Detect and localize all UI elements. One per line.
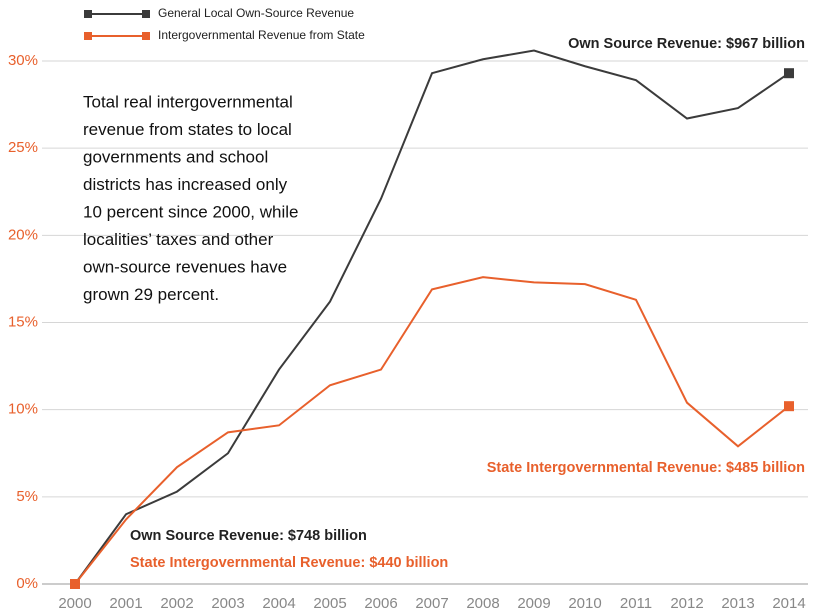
note-line: 10 percent since 2000, while xyxy=(83,202,298,221)
legend-marker xyxy=(142,32,150,40)
x-tick-label: 2004 xyxy=(262,595,295,612)
note-line: governments and school xyxy=(83,147,268,166)
annotation: Own Source Revenue: $967 billion xyxy=(568,36,805,52)
note-line: revenue from states to local xyxy=(83,120,292,139)
y-tick-label: 20% xyxy=(8,226,38,243)
end-marker xyxy=(784,68,794,79)
note-line: own-source revenues have xyxy=(83,257,287,276)
series-line xyxy=(74,49,790,585)
end-marker xyxy=(70,579,80,589)
note-line: Total real intergovernmental xyxy=(83,92,293,111)
y-tick-label: 15% xyxy=(8,313,38,330)
legend-label: Intergovernmental Revenue from State xyxy=(158,28,365,42)
annotation: State Intergovernmental Revenue: $440 bi… xyxy=(130,555,448,571)
legend-marker xyxy=(84,10,92,18)
note-line: grown 29 percent. xyxy=(83,285,219,304)
legend-marker xyxy=(142,10,150,18)
y-tick-label: 10% xyxy=(8,401,38,418)
legend-label: General Local Own-Source Revenue xyxy=(158,6,354,20)
legend-marker xyxy=(84,32,92,40)
y-tick-label: 30% xyxy=(8,52,38,69)
x-tick-label: 2000 xyxy=(58,595,91,612)
x-tick-label: 2012 xyxy=(670,595,703,612)
note-line: localities’ taxes and other xyxy=(83,230,274,249)
x-tick-label: 2003 xyxy=(211,595,244,612)
x-tick-label: 2001 xyxy=(109,595,142,612)
x-tick-label: 2005 xyxy=(313,595,346,612)
x-tick-label: 2008 xyxy=(466,595,499,612)
y-tick-label: 0% xyxy=(16,575,38,592)
y-tick-label: 25% xyxy=(8,139,38,156)
series-line xyxy=(74,276,790,585)
x-tick-label: 2011 xyxy=(620,595,652,612)
x-tick-label: 2014 xyxy=(772,595,805,612)
y-tick-label: 5% xyxy=(16,488,38,505)
x-tick-label: 2013 xyxy=(721,595,754,612)
note-line: districts has increased only xyxy=(83,175,288,194)
end-marker xyxy=(784,401,794,412)
annotation: State Intergovernmental Revenue: $485 bi… xyxy=(487,460,805,476)
x-tick-label: 2009 xyxy=(517,595,550,612)
annotation: Own Source Revenue: $748 billion xyxy=(130,528,367,544)
x-tick-label: 2006 xyxy=(364,595,397,612)
x-tick-label: 2007 xyxy=(415,595,448,612)
x-tick-label: 2002 xyxy=(160,595,193,612)
x-tick-label: 2010 xyxy=(568,595,601,612)
